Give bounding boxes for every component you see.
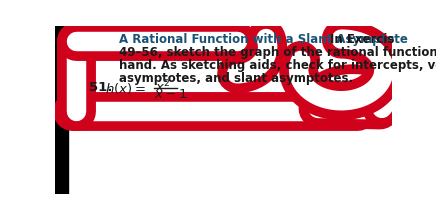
Text: In Exercis: In Exercis: [330, 33, 394, 46]
Text: A Rational Function with a Slant Asymptote: A Rational Function with a Slant Asympto…: [119, 33, 408, 46]
Text: 49–56, sketch the graph of the rational function b: 49–56, sketch the graph of the rational …: [119, 46, 436, 59]
Text: asymptotes, and slant asymptotes.: asymptotes, and slant asymptotes.: [119, 72, 353, 85]
Text: $x-1$: $x-1$: [154, 88, 187, 101]
Text: hand. As sketching aids, check for intercepts, vertic: hand. As sketching aids, check for inter…: [119, 59, 436, 72]
Text: $x^2$: $x^2$: [155, 79, 171, 96]
Text: 51.: 51.: [89, 81, 113, 94]
Text: $h(x) =$: $h(x) =$: [105, 81, 146, 97]
